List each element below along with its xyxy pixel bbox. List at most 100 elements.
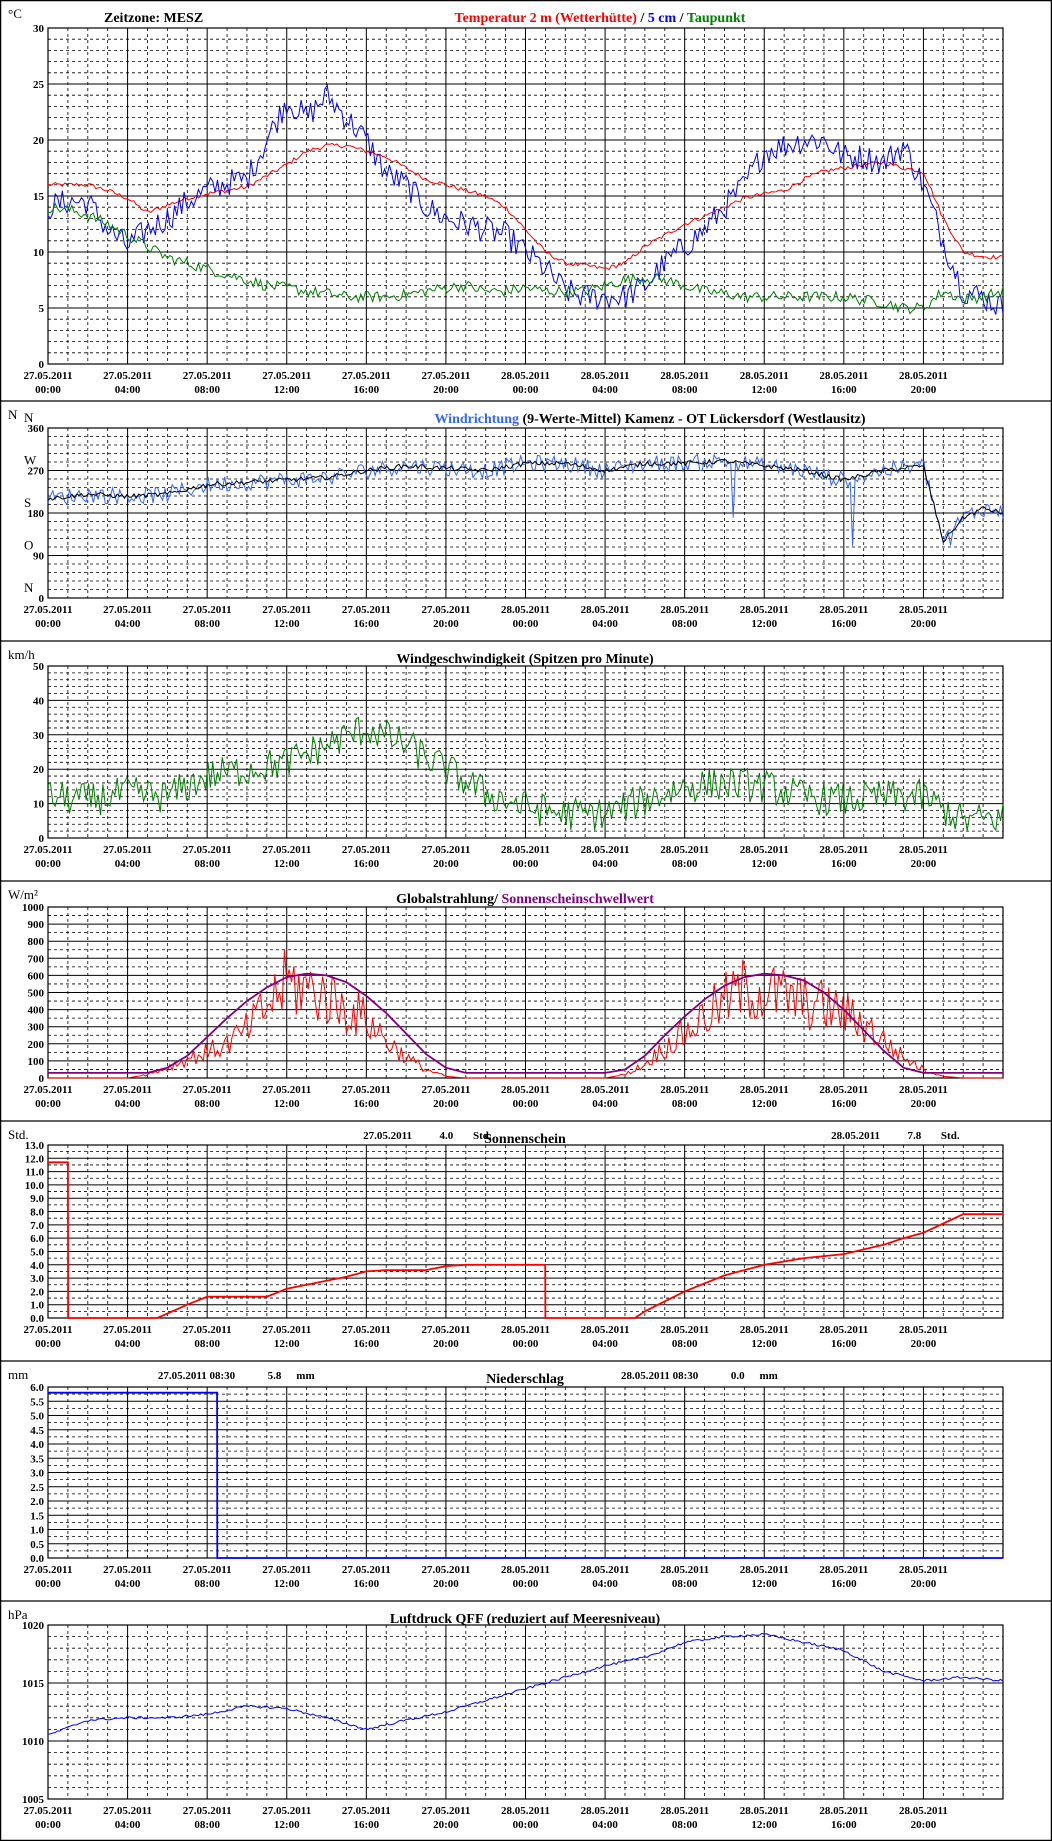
y-tick-label: 300 — [28, 1022, 45, 1034]
y-tick-label: 7.0 — [30, 1220, 44, 1232]
x-tick-date: 27.05.2011 — [24, 1564, 73, 1576]
y-unit-label: Std. — [8, 1127, 29, 1142]
compass-label: N — [24, 410, 34, 425]
x-tick-time: 16:00 — [831, 858, 857, 870]
x-tick-date: 28.05.2011 — [660, 1564, 709, 1576]
x-tick-time: 20:00 — [911, 1819, 937, 1831]
y-tick-label: 100 — [28, 1056, 45, 1068]
x-tick-date: 28.05.2011 — [660, 370, 709, 382]
x-tick-time: 20:00 — [911, 384, 937, 396]
x-tick-date: 28.05.2011 — [899, 1805, 948, 1817]
x-tick-date: 27.05.2011 — [103, 1564, 152, 1576]
x-tick-time: 08:00 — [194, 1098, 220, 1110]
x-tick-date: 27.05.2011 — [342, 1564, 391, 1576]
x-tick-time: 00:00 — [513, 618, 539, 630]
x-tick-date: 27.05.2011 — [421, 1084, 470, 1096]
x-tick-time: 04:00 — [115, 1819, 141, 1831]
x-tick-date: 27.05.2011 — [183, 1084, 232, 1096]
x-tick-time: 08:00 — [194, 1338, 220, 1350]
x-tick-time: 04:00 — [592, 1819, 618, 1831]
x-tick-time: 12:00 — [751, 384, 777, 396]
x-tick-time: 00:00 — [513, 1578, 539, 1590]
y-tick-label: 5 — [39, 303, 45, 315]
x-tick-time: 08:00 — [672, 384, 698, 396]
x-tick-date: 28.05.2011 — [660, 1805, 709, 1817]
y-unit-label: °C — [8, 6, 22, 21]
x-tick-date: 28.05.2011 — [740, 1805, 789, 1817]
y-tick-label: 11.0 — [25, 1167, 44, 1179]
x-tick-time: 08:00 — [672, 618, 698, 630]
x-tick-date: 27.05.2011 — [342, 1805, 391, 1817]
x-tick-time: 20:00 — [433, 1338, 459, 1350]
x-tick-date: 27.05.2011 — [421, 604, 470, 616]
x-tick-time: 16:00 — [831, 1098, 857, 1110]
x-tick-date: 28.05.2011 — [581, 1324, 630, 1336]
x-tick-date: 28.05.2011 — [819, 1564, 868, 1576]
x-tick-time: 04:00 — [592, 1098, 618, 1110]
x-tick-date: 27.05.2011 — [183, 1805, 232, 1817]
x-tick-time: 20:00 — [911, 1578, 937, 1590]
y-unit-label: mm — [8, 1367, 28, 1382]
x-tick-date: 28.05.2011 — [899, 844, 948, 856]
x-tick-date: 28.05.2011 — [819, 604, 868, 616]
y-tick-label: 500 — [28, 988, 45, 1000]
x-tick-date: 28.05.2011 — [501, 1084, 550, 1096]
x-tick-time: 00:00 — [513, 1098, 539, 1110]
x-tick-time: 04:00 — [592, 618, 618, 630]
panel-temp: 0 5 10 15 20 25 30 °C Zeitzone: MESZ Temperatur 2… — [8, 6, 1004, 396]
y-tick-label: 30 — [33, 23, 45, 35]
chart-annotation: 28.05.2011 08:30 — [621, 1370, 699, 1382]
x-tick-time: 04:00 — [115, 384, 141, 396]
x-tick-date: 27.05.2011 — [24, 844, 73, 856]
chart-annotation: 27.05.2011 08:30 — [158, 1370, 236, 1382]
x-tick-date: 27.05.2011 — [103, 1324, 152, 1336]
x-tick-date: 28.05.2011 — [819, 1324, 868, 1336]
x-tick-time: 04:00 — [115, 1578, 141, 1590]
y-tick-label: 5.0 — [30, 1411, 44, 1423]
series-line-temp-0 — [47, 142, 1004, 271]
x-tick-date: 28.05.2011 — [899, 604, 948, 616]
y-tick-label: 0 — [39, 833, 45, 845]
x-tick-time: 16:00 — [831, 384, 857, 396]
y-tick-label: 900 — [28, 919, 45, 931]
y-tick-label: 50 — [33, 661, 45, 673]
x-tick-date: 28.05.2011 — [501, 1324, 550, 1336]
x-tick-time: 16:00 — [353, 384, 379, 396]
y-tick-label: 90 — [33, 551, 45, 563]
chart-annotation: 7.8 — [908, 1130, 922, 1142]
y-tick-label: 2.5 — [30, 1482, 44, 1494]
y-tick-label: 0 — [39, 359, 45, 371]
x-tick-time: 20:00 — [911, 1098, 937, 1110]
y-tick-label: 10 — [33, 247, 45, 259]
y-tick-label: 30 — [33, 730, 45, 742]
x-tick-date: 27.05.2011 — [342, 1084, 391, 1096]
x-tick-date: 27.05.2011 — [103, 604, 152, 616]
chart-annotation: Std. — [941, 1130, 960, 1142]
x-tick-time: 00:00 — [35, 384, 61, 396]
x-tick-date: 28.05.2011 — [899, 1084, 948, 1096]
x-tick-time: 12:00 — [274, 1338, 300, 1350]
x-tick-date: 27.05.2011 — [262, 604, 311, 616]
x-tick-date: 27.05.2011 — [421, 844, 470, 856]
series-line-sun-0 — [48, 1161, 1003, 1319]
x-tick-date: 27.05.2011 — [24, 370, 73, 382]
x-tick-date: 28.05.2011 — [740, 604, 789, 616]
x-tick-date: 28.05.2011 — [501, 1564, 550, 1576]
chart-title: Niederschlag — [486, 1372, 564, 1387]
y-tick-label: 1.0 — [30, 1525, 44, 1537]
y-tick-label: 360 — [28, 423, 45, 435]
x-tick-date: 27.05.2011 — [103, 844, 152, 856]
y-tick-label: 1000 — [22, 902, 45, 914]
x-tick-time: 16:00 — [353, 1819, 379, 1831]
x-tick-date: 27.05.2011 — [342, 604, 391, 616]
chart-annotation: 4.0 — [440, 1130, 454, 1142]
y-tick-label: 800 — [28, 936, 45, 948]
y-tick-label: 700 — [28, 953, 45, 965]
x-tick-time: 04:00 — [115, 618, 141, 630]
chart-title: Sonnenschein — [484, 1132, 566, 1147]
x-tick-date: 28.05.2011 — [899, 1564, 948, 1576]
y-tick-label: 1015 — [22, 1678, 45, 1690]
y-tick-label: 180 — [28, 508, 45, 520]
y-tick-label: 13.0 — [25, 1140, 45, 1152]
